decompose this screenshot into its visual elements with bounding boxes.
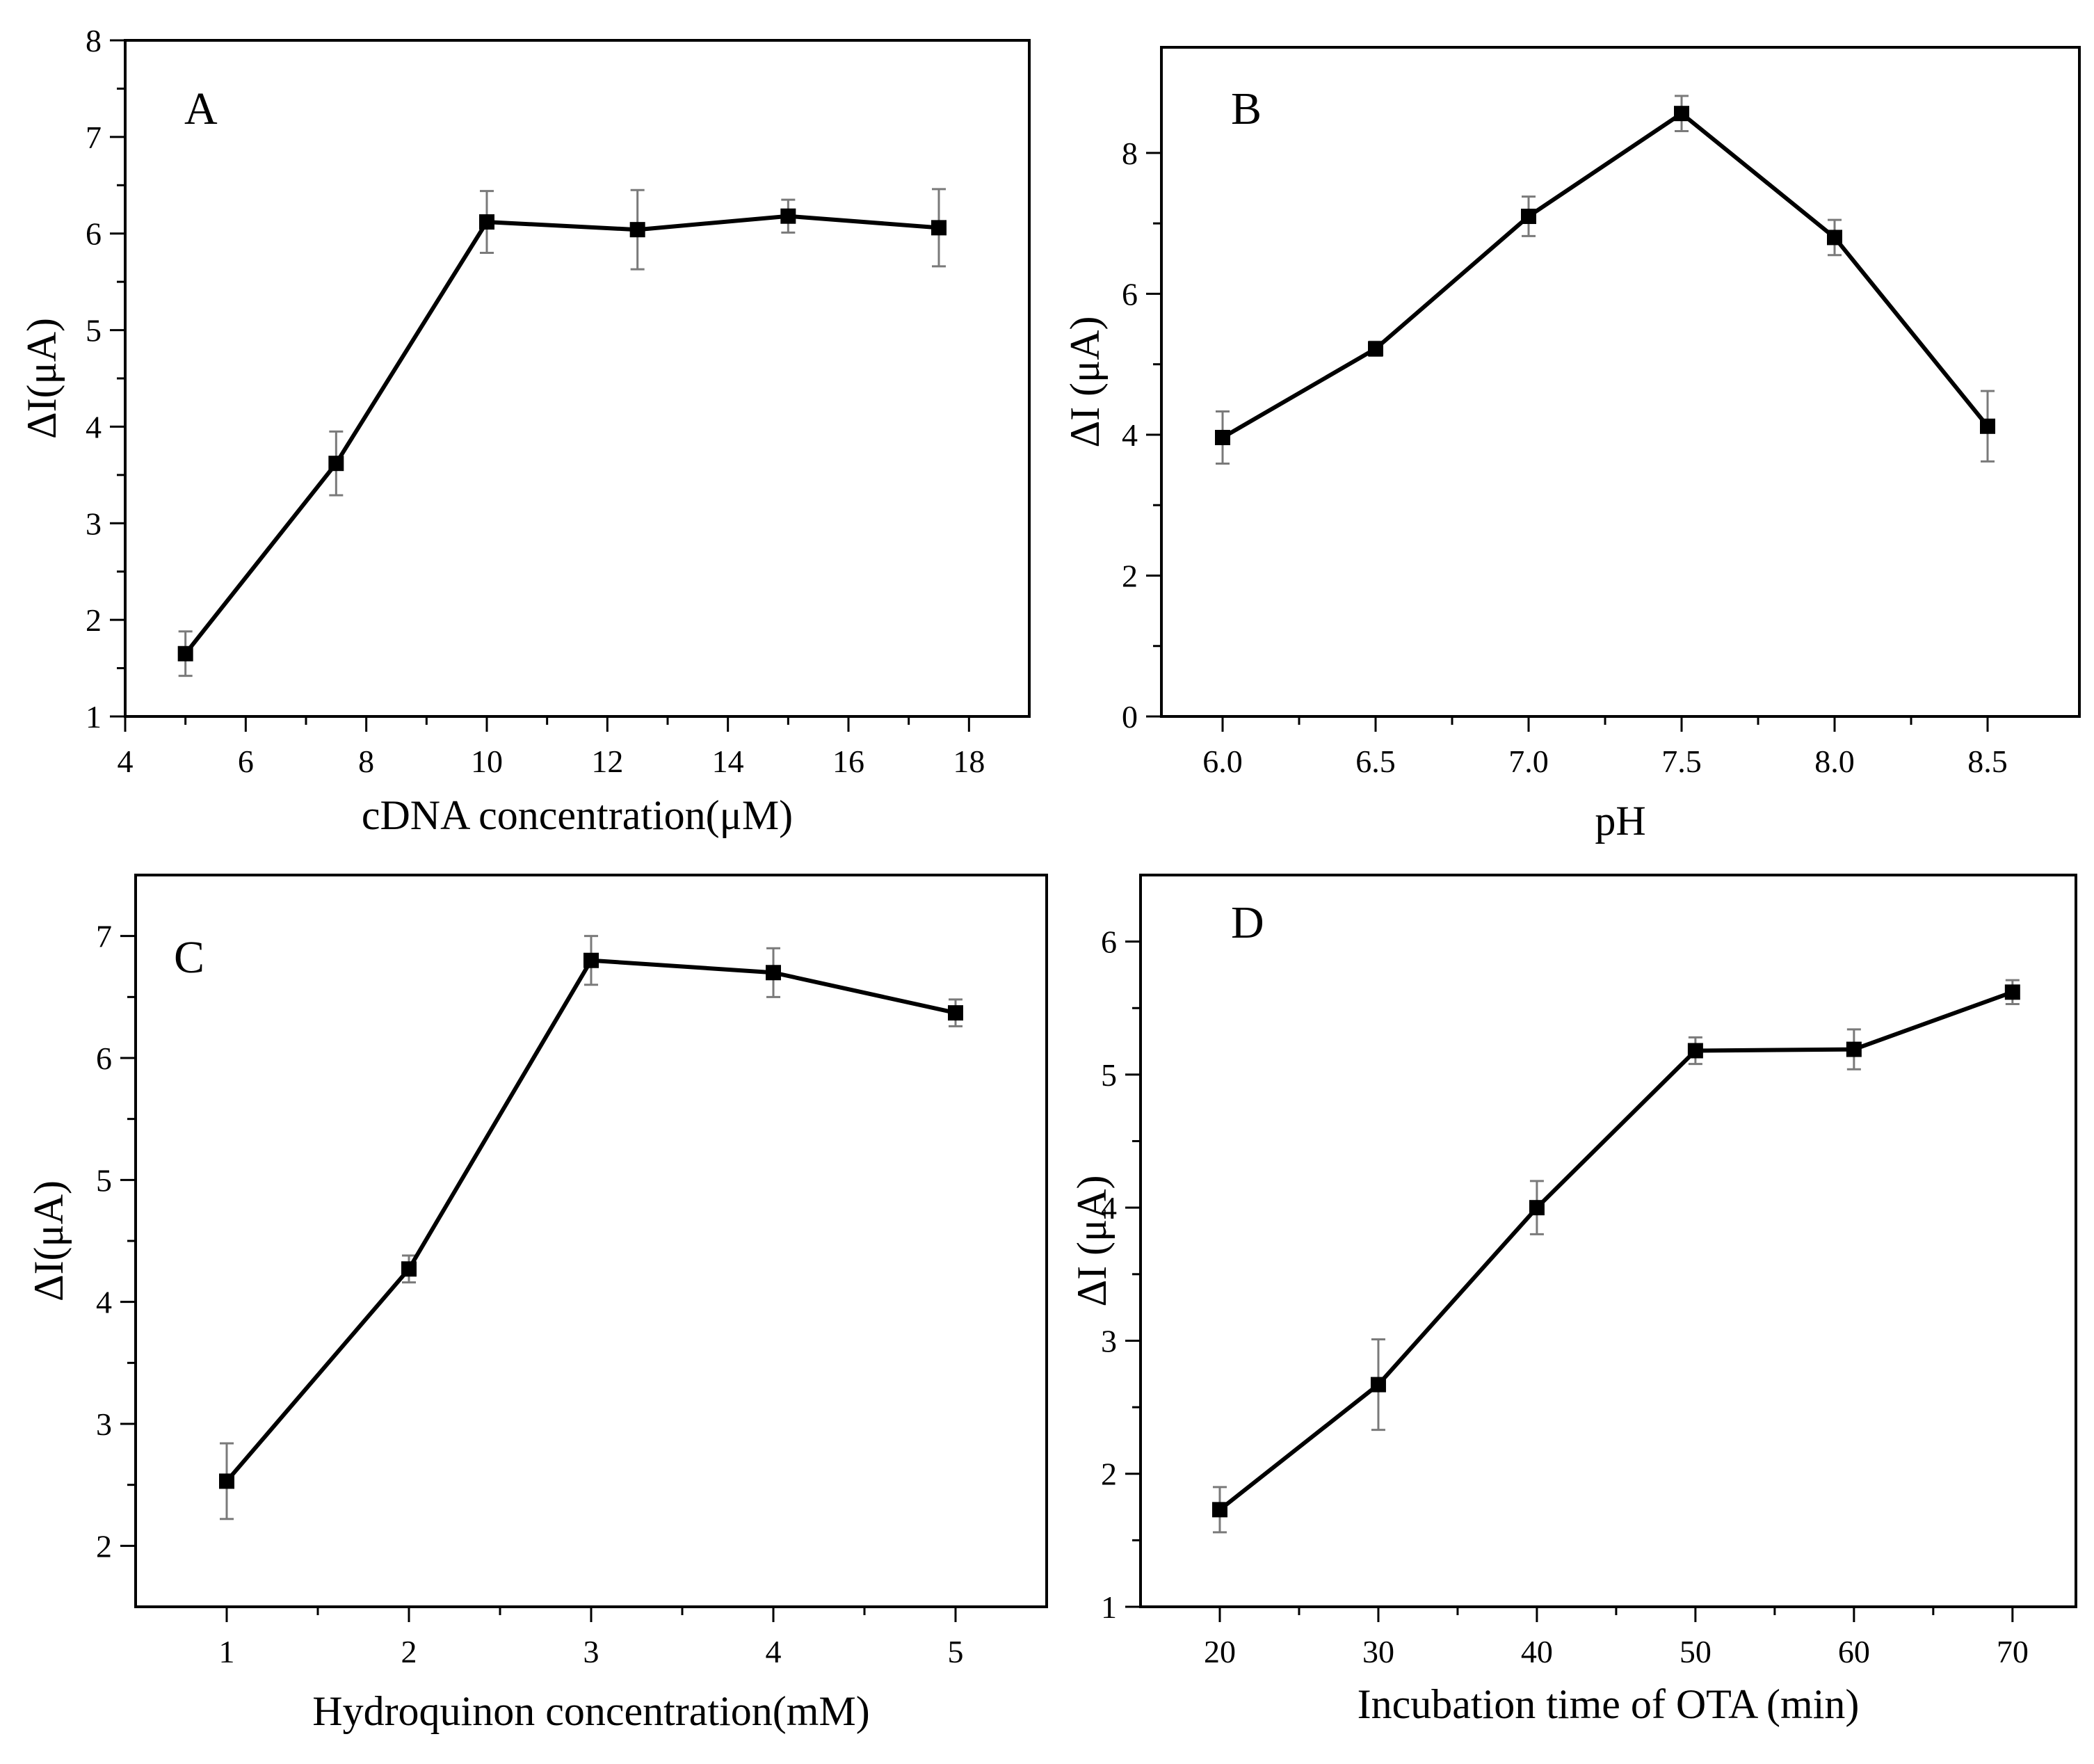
y-tick-label: 8 [86, 23, 102, 58]
data-point [780, 208, 796, 224]
plot-frame [1139, 874, 2077, 1608]
data-point [1211, 1502, 1227, 1518]
series-line [1218, 990, 2013, 1512]
panel-c: 1 2 3 4 5 2 3 4 5 6 7 Hydroquinon concentration(mM)… [26, 874, 1048, 1734]
data-point [1980, 418, 1995, 434]
x-axis-label: pH [1595, 798, 1645, 844]
x-tick-label: 1 [219, 1634, 235, 1669]
y-tick-label: 5 [86, 313, 102, 348]
x-tick-label: 6.5 [1355, 744, 1396, 779]
data-point [931, 220, 947, 236]
y-tick-label: 6 [96, 1041, 112, 1076]
data-point [1687, 1043, 1703, 1059]
y-tick-label: 4 [86, 409, 102, 444]
data-point [1827, 230, 1842, 246]
y-tick-label: 2 [86, 602, 102, 638]
x-tick-label: 40 [1521, 1634, 1553, 1669]
x-tick-label: 30 [1362, 1634, 1394, 1669]
plot-frame [1160, 46, 2081, 718]
data-point [2004, 984, 2020, 1000]
x-tick-label: 8.5 [1967, 744, 2008, 779]
y-tick-label: 4 [1122, 417, 1138, 453]
data-point [583, 952, 599, 968]
data-point [1674, 106, 1689, 122]
panel-d: 20 30 40 50 60 70 1 2 3 4 5 6 Incubation time of OTA… [1069, 874, 2077, 1727]
series-line [225, 958, 956, 1483]
x-axis-label: Hydroquinon concentration(mM) [312, 1688, 869, 1734]
data-point [401, 1261, 417, 1277]
x-tick-label: 20 [1204, 1634, 1236, 1669]
y-tick-label: 0 [1122, 699, 1138, 735]
x-tick-label: 8 [358, 744, 374, 779]
data-point [328, 456, 344, 472]
data-point [479, 214, 494, 230]
y-tick-label: 7 [96, 919, 112, 954]
x-tick-label: 4 [766, 1634, 782, 1669]
y-axis-label: ΔI(μA) [19, 318, 65, 439]
x-tick-label: 7.0 [1508, 744, 1549, 779]
y-tick-label: 6 [1122, 276, 1138, 312]
y-tick-label: 2 [1122, 558, 1138, 593]
x-tick-label: 16 [832, 744, 864, 779]
data-point [1368, 341, 1383, 357]
y-tick-label: 8 [1122, 136, 1138, 171]
y-tick-label: 7 [86, 120, 102, 155]
panel-b: 6.0 6.5 7.0 7.5 8.0 8.5 0 2 4 6 8 pH ΔI (μA) B [1062, 46, 2081, 844]
data-point [629, 222, 645, 238]
x-tick-label: 2 [401, 1634, 417, 1669]
y-tick-label: 3 [86, 506, 102, 541]
x-tick-label: 18 [953, 744, 985, 779]
panel-label: A [184, 83, 218, 134]
y-tick-label: 3 [1101, 1323, 1117, 1358]
y-tick-label: 4 [96, 1285, 112, 1320]
x-tick-label: 60 [1838, 1634, 1870, 1669]
x-tick-label: 7.5 [1661, 744, 1702, 779]
data-point [1370, 1377, 1386, 1393]
x-tick-label: 3 [583, 1634, 599, 1669]
y-tick-label: 6 [1101, 924, 1117, 960]
x-axis-label: Incubation time of OTA (min) [1358, 1681, 1860, 1727]
x-tick-label: 8.0 [1814, 744, 1855, 779]
x-tick-label: 14 [712, 744, 744, 779]
data-point [219, 1473, 234, 1489]
data-point [766, 965, 781, 981]
y-tick-label: 2 [1101, 1457, 1117, 1492]
x-tick-label: 12 [591, 744, 623, 779]
panel-label: D [1231, 897, 1264, 948]
panel-label: B [1231, 83, 1262, 134]
data-point [1846, 1041, 1862, 1057]
series-line [184, 214, 940, 655]
y-tick-label: 6 [86, 216, 102, 252]
data-point [948, 1005, 963, 1021]
x-tick-label: 70 [1997, 1634, 2029, 1669]
x-tick-label: 50 [1680, 1634, 1712, 1669]
y-tick-label: 5 [96, 1162, 112, 1198]
x-tick-label: 4 [118, 744, 134, 779]
data-point [1529, 1200, 1545, 1216]
data-point [1521, 209, 1536, 225]
y-tick-label: 1 [1101, 1589, 1117, 1625]
y-axis-label: ΔI (μA) [1069, 1175, 1115, 1306]
y-axis-label: ΔI (μA) [1062, 316, 1108, 447]
y-tick-label: 4 [1101, 1190, 1117, 1226]
plot-frame [124, 39, 1031, 718]
y-tick-label: 1 [86, 699, 102, 735]
x-tick-label: 5 [948, 1634, 964, 1669]
y-tick-label: 2 [96, 1528, 112, 1564]
y-tick-label: 5 [1101, 1057, 1117, 1093]
y-tick-label: 3 [96, 1406, 112, 1442]
series-line [1221, 111, 1990, 440]
y-axis-label: ΔI(μA) [26, 1180, 72, 1301]
x-axis-label: cDNA concentration(μM) [362, 792, 793, 838]
x-tick-label: 10 [471, 744, 503, 779]
x-tick-label: 6.0 [1202, 744, 1243, 779]
x-tick-label: 6 [238, 744, 254, 779]
data-point [177, 646, 193, 662]
data-point [1215, 429, 1230, 445]
panel-label: C [174, 932, 204, 983]
